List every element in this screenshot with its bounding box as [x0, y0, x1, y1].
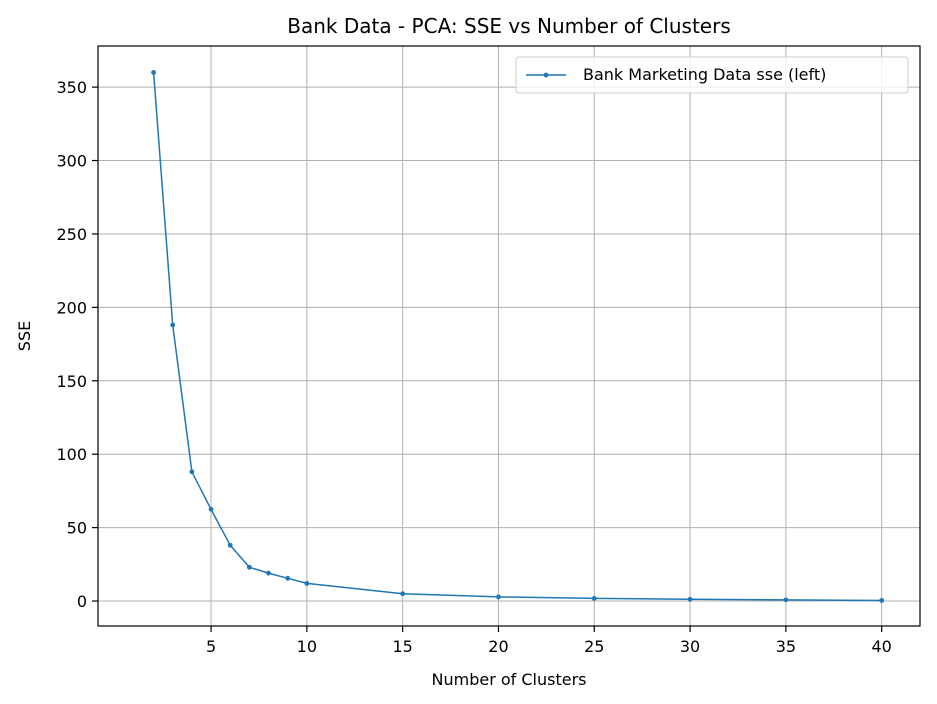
data-point	[879, 598, 885, 603]
x-tick-label: 30	[680, 637, 700, 656]
data-point	[151, 70, 156, 75]
chart-title: Bank Data - PCA: SSE vs Number of Cluste…	[287, 14, 730, 38]
x-tick-label: 40	[871, 637, 891, 656]
plot-area-frame	[97, 45, 921, 627]
y-tick-label: 50	[67, 519, 87, 538]
data-point	[189, 469, 195, 475]
data-point	[400, 591, 406, 597]
data-point	[687, 596, 693, 602]
y-axis-ticks: 0 50 100 150 200 250 300 350	[56, 78, 98, 611]
series-layer	[151, 70, 885, 603]
x-axis-ticks: 5 10 15 20 25 30 35 40	[206, 626, 892, 656]
data-point	[266, 570, 271, 576]
y-tick-label: 200	[56, 298, 87, 317]
x-tick-label: 20	[488, 637, 508, 656]
data-point	[208, 506, 214, 512]
data-point	[227, 542, 233, 548]
x-tick-label: 25	[584, 637, 604, 656]
data-point	[285, 575, 291, 581]
data-point	[170, 322, 176, 328]
x-tick-label: 5	[206, 637, 216, 656]
data-point	[783, 597, 789, 603]
y-tick-label: 300	[56, 152, 87, 171]
x-axis-label: Number of Clusters	[432, 670, 587, 689]
legend-entry-label: Bank Marketing Data sse (left)	[583, 65, 826, 84]
y-tick-label: 350	[56, 78, 87, 97]
legend-box	[515, 56, 909, 94]
data-point	[246, 564, 252, 570]
legend-marker-sample	[543, 72, 549, 78]
y-tick-label: 0	[77, 592, 87, 611]
grid	[98, 46, 920, 626]
legend: Bank Marketing Data sse (left)	[515, 56, 909, 94]
x-tick-label: 15	[392, 637, 412, 656]
y-tick-label: 150	[56, 372, 87, 391]
data-point	[496, 594, 501, 600]
data-point	[304, 581, 310, 586]
y-tick-label: 100	[56, 445, 87, 464]
x-tick-label: 35	[776, 637, 796, 656]
data-point	[591, 595, 597, 601]
y-tick-label: 250	[56, 225, 87, 244]
y-axis-label: SSE	[15, 321, 34, 351]
x-tick-label: 10	[297, 637, 317, 656]
